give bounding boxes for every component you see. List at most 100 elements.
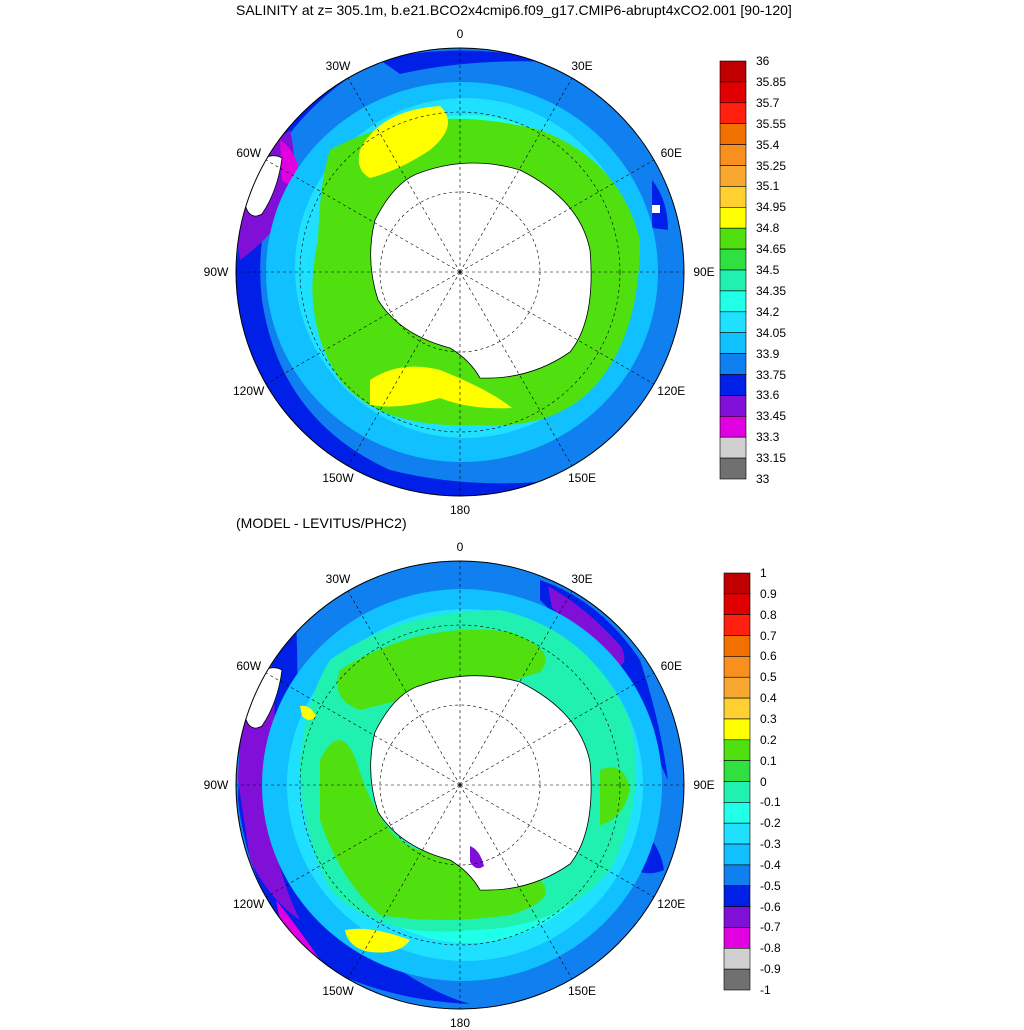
colorbar-level-label: 33.15 — [756, 451, 787, 466]
antarctica-landmass — [370, 162, 592, 379]
bottom-graticule — [236, 561, 684, 1009]
colorbar-swatch — [719, 123, 747, 145]
colorbar-level-label: 34.8 — [756, 221, 780, 236]
colorbar-level-label: -0.8 — [760, 941, 781, 956]
bottom-map-border — [235, 560, 685, 1010]
field-0.2-south — [345, 928, 410, 953]
colorbar-level-label: -0.6 — [760, 899, 781, 914]
colorbar-level-label: 0.8 — [760, 607, 777, 622]
colorbar-level-label: 35.7 — [756, 95, 780, 110]
colorbar-swatch — [723, 822, 751, 845]
colorbar-level-label: 34.95 — [756, 200, 787, 215]
longitude-label: 30W — [325, 58, 351, 73]
colorbar-swatch — [719, 81, 747, 104]
field-34.8-south — [370, 366, 512, 409]
colorbar-swatch — [719, 248, 747, 271]
colorbar-swatch — [723, 968, 751, 991]
colorbar-swatch — [719, 290, 747, 313]
longitude-label: 60E — [660, 659, 682, 673]
colorbar-swatch — [719, 165, 747, 187]
bottom-colorbar — [723, 572, 751, 991]
colorbar-swatch — [719, 332, 747, 354]
longitude-label: 180 — [449, 503, 471, 517]
colorbar-level-label: 36 — [756, 54, 770, 68]
colorbar-level-label: 0.1 — [760, 753, 777, 768]
longitude-label: 90W — [203, 778, 229, 792]
field-neg0.6-ross — [470, 846, 484, 869]
colorbar-swatch — [719, 395, 747, 417]
colorbar-level-label: 34.2 — [756, 304, 780, 319]
colorbar-swatch — [719, 207, 747, 229]
colorbar-level-label: 1 — [760, 566, 767, 580]
colorbar-swatch — [723, 593, 751, 615]
colorbar-level-label: 33.9 — [756, 346, 780, 361]
colorbar-swatch — [719, 60, 747, 83]
field-0.2-west — [300, 705, 316, 720]
colorbar-swatch — [723, 906, 751, 928]
field-neg0.6-east — [548, 586, 625, 666]
colorbar-level-label: 0.9 — [760, 586, 777, 601]
longitude-label: 60W — [236, 146, 262, 160]
colorbar-swatch — [723, 781, 751, 803]
colorbar-level-label: 33.75 — [756, 367, 787, 382]
longitude-label: 0 — [456, 27, 464, 41]
colorbar-level-label: 0.4 — [760, 691, 777, 706]
field-neg0.7-south — [276, 900, 320, 960]
colorbar-swatch — [723, 718, 751, 741]
top-panel-title: SALINITY at z= 305.1m, b.e21.BCO2x4cmip6… — [236, 2, 792, 18]
colorbar-swatch — [719, 415, 747, 438]
longitude-label: 120W — [233, 897, 265, 911]
colorbar-swatch — [719, 457, 747, 480]
colorbar-level-label: 35.25 — [756, 158, 787, 173]
colorbar-swatch — [723, 676, 751, 699]
landmass-east — [652, 205, 660, 213]
longitude-label: 150W — [322, 984, 354, 999]
colorbar-level-label: 34.65 — [756, 242, 787, 257]
colorbar-level-label: 0.5 — [760, 670, 777, 685]
colorbar-swatch — [723, 843, 751, 866]
longitude-label: 0 — [456, 540, 464, 554]
longitude-label: 120E — [657, 384, 686, 398]
field-34.8-north — [358, 106, 448, 178]
colorbar-swatch — [723, 656, 751, 678]
colorbar-swatch — [719, 353, 747, 375]
longitude-label: 90E — [693, 265, 715, 279]
colorbar-swatch — [719, 102, 747, 125]
colorbar-level-label: 33 — [756, 472, 770, 486]
colorbar-level-label: 34.05 — [756, 325, 787, 340]
field-0.1-east — [600, 767, 630, 825]
longitude-label: 90E — [693, 778, 715, 792]
colorbar-swatch — [723, 947, 751, 970]
colorbar-swatch — [719, 186, 747, 208]
colorbar-level-label: 33.6 — [756, 388, 780, 403]
longitude-label: 150W — [322, 471, 354, 486]
colorbar-level-label: 34.35 — [756, 283, 787, 298]
colorbar-level-label: -0.2 — [760, 816, 781, 831]
colorbar-swatch — [719, 227, 747, 250]
colorbar-level-label: 0 — [760, 774, 767, 789]
colorbar-level-label: -1 — [760, 983, 771, 997]
colorbar-swatch — [719, 311, 747, 333]
colorbar-level-label: 33.45 — [756, 409, 787, 424]
colorbar-swatch — [723, 802, 751, 824]
longitude-label: 30E — [571, 571, 593, 586]
longitude-label: 60W — [236, 659, 262, 673]
top-colorbar — [719, 60, 747, 480]
colorbar-swatch — [719, 269, 747, 292]
colorbar-level-label: 35.55 — [756, 116, 787, 131]
colorbar-level-label: 0.3 — [760, 711, 777, 726]
colorbar-swatch — [723, 572, 751, 595]
colorbar-level-label: 35.4 — [756, 137, 780, 152]
colorbar-level-label: 35.1 — [756, 179, 780, 194]
colorbar-level-label: 34.5 — [756, 263, 780, 277]
colorbar-swatch — [719, 374, 747, 396]
longitude-label: 180 — [449, 1016, 471, 1030]
colorbar-level-label: 0.2 — [760, 732, 777, 747]
colorbar-swatch — [723, 614, 751, 636]
colorbar-level-label: 35.85 — [756, 74, 787, 89]
colorbar-level-label: -0.1 — [760, 795, 781, 810]
colorbar-level-label: -0.5 — [760, 878, 781, 893]
colorbar-level-label: 0.6 — [760, 649, 777, 664]
colorbar-swatch — [723, 885, 751, 907]
